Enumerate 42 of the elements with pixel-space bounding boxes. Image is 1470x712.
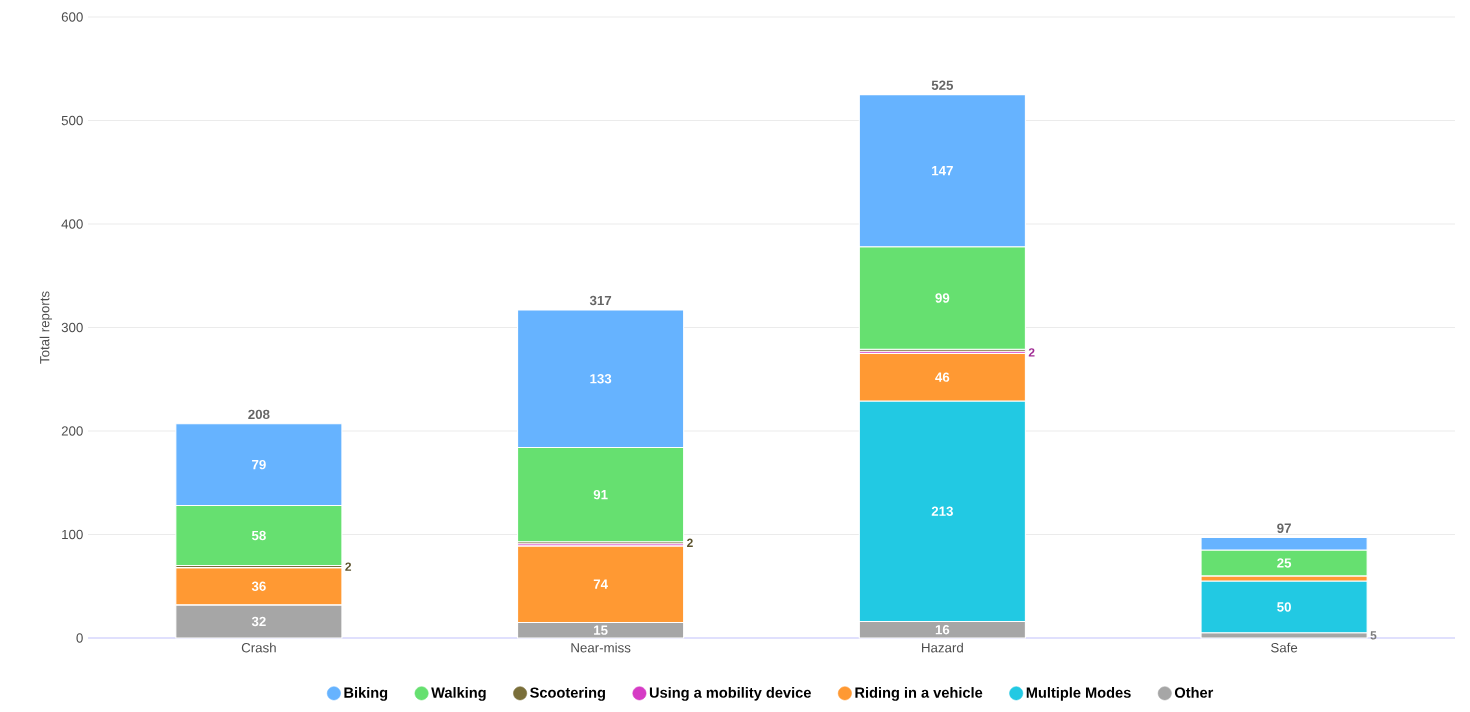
data-label: 32 [251,616,266,627]
data-label: 2 [345,562,352,571]
legend-label: Walking [431,687,486,701]
data-label: 46 [935,372,950,382]
total-label: 525 [931,80,954,90]
data-label: 15 [594,625,608,635]
total-label: 97 [1277,523,1291,533]
y-tick-label: 300 [61,322,83,333]
data-label: 147 [932,166,953,176]
y-tick-label: 0 [76,633,83,643]
data-label: 133 [590,374,612,384]
total-label: 208 [248,409,270,420]
legend-label: Using a mobility device [649,687,811,701]
data-label: 79 [252,459,266,470]
data-label: 58 [251,530,266,541]
y-axis-title: Total reports [39,291,53,364]
x-tick-label: Hazard [922,642,963,653]
data-label: 99 [935,293,950,303]
x-tick-label: Near-miss [571,642,631,653]
y-tick-label: 200 [61,426,83,436]
y-tick-label: 400 [61,219,83,229]
data-label: 5 [1370,631,1377,640]
x-tick-label: Crash [241,642,276,653]
legend-label: Other [1174,687,1214,698]
data-label: 74 [593,579,608,589]
data-label: 16 [935,625,950,635]
legend-label: Multiple Modes [1026,687,1131,701]
data-label: 213 [931,506,953,516]
data-label: 25 [1277,558,1292,568]
legend-label: Riding in a vehicle [855,687,983,701]
y-tick-label: 600 [61,12,83,22]
data-label: 50 [1277,602,1291,612]
legend-label: Biking [344,687,388,701]
y-tick-label: 100 [62,529,83,540]
legend-label: Scootering [530,687,605,701]
data-label: 2 [687,538,693,547]
data-label: 36 [251,581,266,591]
data-label: 2 [1028,348,1035,357]
x-tick-label: Safe [1271,642,1298,653]
y-tick-label: 500 [61,115,83,126]
total-label: 317 [589,295,612,306]
data-label: 91 [593,489,608,500]
